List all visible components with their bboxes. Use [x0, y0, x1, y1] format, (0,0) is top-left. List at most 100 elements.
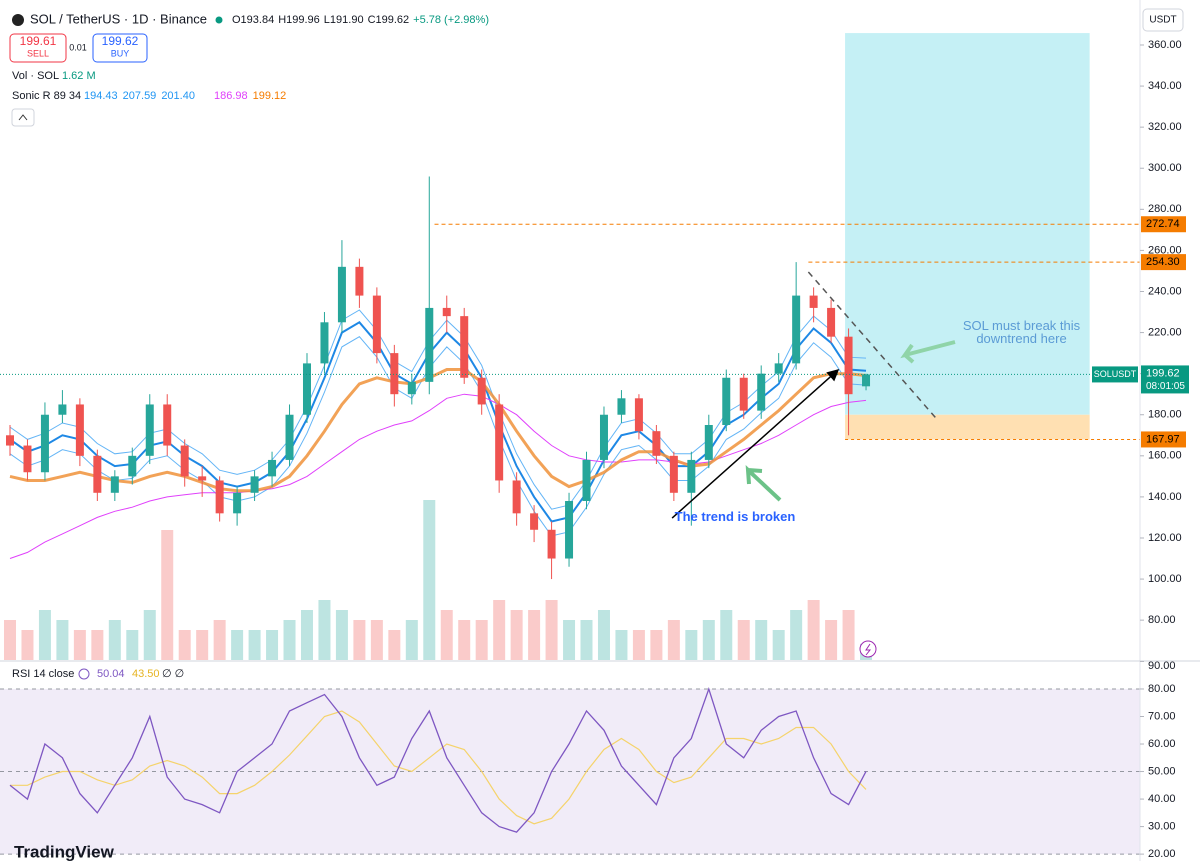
ohlc-item: C199.62 — [368, 14, 410, 26]
rsi-line — [9, 686, 867, 833]
candle-body — [198, 476, 207, 481]
candle-body — [599, 414, 608, 460]
volume-bar — [650, 630, 663, 660]
candle-body — [40, 414, 49, 473]
status-dot — [215, 16, 223, 24]
y-tick-label: 340.00 — [1148, 80, 1182, 92]
candle-body — [58, 404, 67, 415]
indicator-value: 201.40 — [161, 90, 195, 102]
volume-bar — [266, 630, 279, 660]
candle-body — [634, 398, 643, 432]
candle-body — [215, 480, 224, 514]
event-icon-bolt — [865, 643, 872, 656]
volume-bar — [318, 600, 331, 660]
volume-bar — [615, 630, 628, 660]
volume-bar — [772, 630, 785, 660]
y-tick-label: 100.00 — [1148, 573, 1182, 585]
spread: 0.01 — [69, 42, 87, 52]
currency-button[interactable] — [1142, 8, 1184, 32]
volume-bar — [196, 630, 209, 660]
rsi-tick-label: 50.00 — [1148, 765, 1176, 777]
volume-bar — [370, 620, 383, 660]
sell-button[interactable] — [9, 33, 67, 63]
candle-body — [163, 404, 172, 446]
event-icon[interactable] — [859, 640, 877, 658]
candle-body — [337, 266, 346, 323]
y-tick-label: 120.00 — [1148, 532, 1182, 544]
volume-bar — [685, 630, 698, 660]
candle-body — [110, 476, 119, 493]
candle-body — [757, 373, 766, 411]
candle-body — [844, 336, 853, 395]
volume-bar — [790, 610, 803, 660]
volume-bar — [493, 600, 506, 660]
volume-bar — [807, 600, 820, 660]
volume-bar — [300, 610, 313, 660]
volume-bar — [405, 620, 418, 660]
candle-body — [809, 295, 818, 308]
y-tick-label: 160.00 — [1148, 450, 1182, 462]
volume-bar — [178, 630, 191, 660]
volume-bar — [248, 630, 261, 660]
candle-body — [477, 377, 486, 405]
collapse-button[interactable] — [11, 108, 35, 127]
candle-body — [355, 266, 364, 296]
indicator-line — [9, 336, 867, 537]
candle-body — [233, 492, 242, 514]
candle-body — [827, 307, 836, 337]
trend-line — [671, 368, 840, 519]
volume-bar — [720, 610, 733, 660]
y-tick-label: 220.00 — [1148, 326, 1182, 338]
rsi-icon — [78, 668, 90, 680]
candle-body — [285, 414, 294, 460]
collapse-icon — [18, 114, 28, 121]
volume-bar — [475, 620, 488, 660]
candle-body — [128, 455, 137, 477]
y-tick-label: 300.00 — [1148, 162, 1182, 174]
volume-bar — [73, 630, 86, 660]
current-price-bg — [1141, 365, 1189, 394]
y-tick-label: 280.00 — [1148, 203, 1182, 215]
candle-body — [774, 363, 783, 374]
volume-bar — [213, 620, 226, 660]
candle-body — [565, 501, 574, 559]
candle-body — [704, 425, 713, 460]
volume-bar — [388, 630, 401, 660]
volume-bar — [825, 620, 838, 660]
indicator-value: 207.59 — [123, 90, 157, 102]
buy-button[interactable] — [92, 33, 148, 63]
volume-bar — [755, 620, 768, 660]
indicator-legend: 194.43 207.59 201.40 186.98 199.12 — [84, 90, 286, 102]
volume-bar — [597, 610, 610, 660]
buy-price: 199.62 — [102, 34, 139, 48]
price-line-label: 254.30 — [1146, 256, 1180, 268]
candle-body — [390, 353, 399, 395]
candle-body — [687, 459, 696, 493]
annotation: The trend is broken — [675, 509, 796, 524]
rsi-tick-label: 60.00 — [1148, 738, 1176, 750]
candle-body — [145, 404, 154, 456]
countdown: 08:01:05 — [1146, 381, 1185, 392]
symbol-icon — [12, 14, 24, 26]
volume-bar — [231, 630, 244, 660]
candle-body — [180, 445, 189, 477]
candle-body — [617, 398, 626, 415]
volume-bar — [283, 620, 296, 660]
volume-bar — [842, 610, 855, 660]
ohlc-item: H199.96 — [278, 14, 320, 26]
candle-body — [6, 435, 14, 446]
rsi-tick-label: 40.00 — [1148, 793, 1176, 805]
volume-bar — [353, 620, 366, 660]
ohlc-item: O193.84 — [232, 14, 274, 26]
y-tick-label: 260.00 — [1148, 244, 1182, 256]
candle-body — [739, 377, 748, 411]
indicator-value: 186.98 — [214, 90, 248, 102]
rsi-tick-label: 20.00 — [1148, 848, 1176, 860]
candle-body — [669, 455, 678, 493]
candle-body — [320, 322, 329, 364]
sell-price: 199.61 — [20, 34, 57, 48]
y-tick-label: 320.00 — [1148, 121, 1182, 133]
indicator-line — [9, 368, 867, 493]
volume-bar — [510, 610, 523, 660]
